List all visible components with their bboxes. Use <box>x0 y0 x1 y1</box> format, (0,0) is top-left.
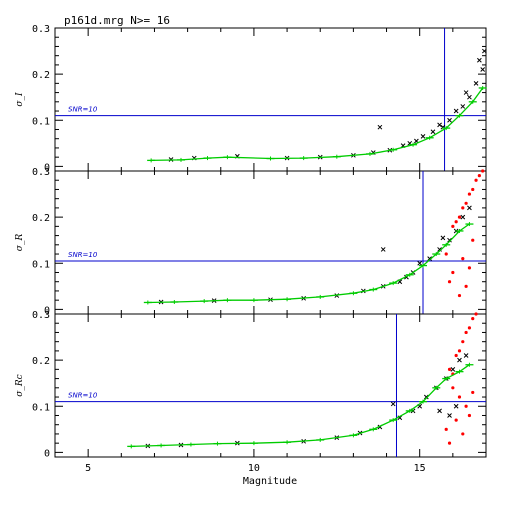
mean-sigma-curve <box>151 87 484 162</box>
faint-point <box>457 349 462 353</box>
faint-point <box>461 206 465 210</box>
data-point <box>437 408 442 414</box>
x-tick-label: 10 <box>248 463 260 474</box>
faint-point <box>467 413 472 418</box>
data-point <box>467 94 472 100</box>
data-point <box>420 134 426 139</box>
data-point <box>480 67 486 72</box>
y-tick-label: 0.3 <box>32 310 50 321</box>
data-point <box>481 48 487 54</box>
x-axis-label: Magnitude <box>243 476 297 487</box>
data-point <box>380 247 386 252</box>
faint-point <box>471 238 475 242</box>
faint-point <box>464 404 468 408</box>
faint-point <box>457 395 462 399</box>
x-tick-label: 15 <box>414 463 426 474</box>
data-point <box>417 260 423 266</box>
faint-point <box>467 192 472 196</box>
faint-point <box>444 252 448 256</box>
data-point <box>447 413 452 418</box>
faint-point <box>451 386 455 390</box>
panel-R_c: 0 0.1 0.2 0.3 5 10 15 σ_Rc SNR=10 <box>15 310 487 474</box>
faint-point <box>451 224 455 228</box>
faint-point <box>447 280 452 284</box>
y-tick-label: 0.1 <box>32 402 50 413</box>
data-point <box>457 357 462 363</box>
faint-point <box>471 317 475 321</box>
data-point <box>460 104 466 109</box>
faint-point <box>464 330 468 335</box>
y-tick-label: 0 <box>44 162 50 173</box>
faint-point <box>447 367 452 371</box>
x-tick-label: 5 <box>85 463 91 474</box>
faint-point <box>471 187 475 192</box>
faint-point <box>451 270 455 275</box>
y-tick-label: 0 <box>44 448 50 459</box>
data-point <box>390 401 396 407</box>
plot-title: p161d.mrg N>= 16 <box>64 14 170 27</box>
data-point <box>477 57 482 63</box>
data-point <box>430 129 436 135</box>
faint-point <box>477 174 481 178</box>
faint-point <box>454 220 458 224</box>
mean-sigma-curve <box>131 364 470 448</box>
data-point <box>450 367 456 372</box>
data-point <box>440 235 446 241</box>
faint-point <box>454 418 458 422</box>
y-tick-label: 0.2 <box>32 356 50 367</box>
data-point <box>427 256 432 261</box>
data-point <box>473 81 479 86</box>
faint-point <box>447 441 452 445</box>
data-point <box>453 108 459 114</box>
panel-I: 0 0.1 0.2 0.3 σ_I SNR=10 <box>15 24 487 173</box>
data-point <box>423 394 429 400</box>
faint-point <box>461 340 465 344</box>
faint-point <box>467 326 472 330</box>
faint-point <box>454 353 458 358</box>
faint-point <box>467 266 472 270</box>
panels: 00.10.20.3σ_ISNR=1000.10.20.3σ_RSNR=1000… <box>15 24 487 474</box>
y-tick-label: 0.1 <box>32 116 50 127</box>
data-point <box>467 205 472 211</box>
faint-point <box>461 257 465 261</box>
snr10-label: SNR=10 <box>68 251 98 259</box>
data-point <box>453 403 459 409</box>
panel-frame <box>54 170 487 315</box>
data-point <box>447 117 452 123</box>
panel-frame <box>54 27 487 172</box>
y-tick-label: 0.2 <box>32 213 50 224</box>
data-point <box>463 90 469 95</box>
data-point <box>447 237 452 243</box>
y-tick-label: 0.2 <box>32 70 50 81</box>
data-point <box>460 214 466 220</box>
y-axis-label: σ_Rc <box>15 374 25 396</box>
y-tick-label: 0.3 <box>32 24 50 35</box>
data-point <box>437 247 442 252</box>
faint-point <box>464 201 468 205</box>
faint-point <box>457 293 462 298</box>
panel-R: 0 0.1 0.2 0.3 σ_R SNR=10 <box>15 167 487 316</box>
snr10-label: SNR=10 <box>68 392 98 400</box>
faint-point <box>444 427 448 431</box>
data-point <box>463 353 469 358</box>
y-axis-label: σ_R <box>15 234 25 252</box>
y-axis-label: σ_I <box>15 92 25 107</box>
faint-point <box>471 390 475 395</box>
y-tick-label: 0.3 <box>32 167 50 178</box>
faint-point <box>481 169 485 173</box>
y-tick-label: 0.1 <box>32 259 50 270</box>
faint-point <box>461 432 465 436</box>
panel-frame <box>54 313 487 458</box>
faint-point <box>474 178 478 182</box>
faint-point <box>464 284 468 288</box>
data-point <box>377 124 383 130</box>
data-point <box>437 122 442 128</box>
y-tick-label: 0 <box>44 305 50 316</box>
mean-sigma-curve <box>147 223 470 304</box>
snr10-label: SNR=10 <box>68 106 98 114</box>
faint-point <box>457 215 462 219</box>
faint-point <box>474 312 478 316</box>
